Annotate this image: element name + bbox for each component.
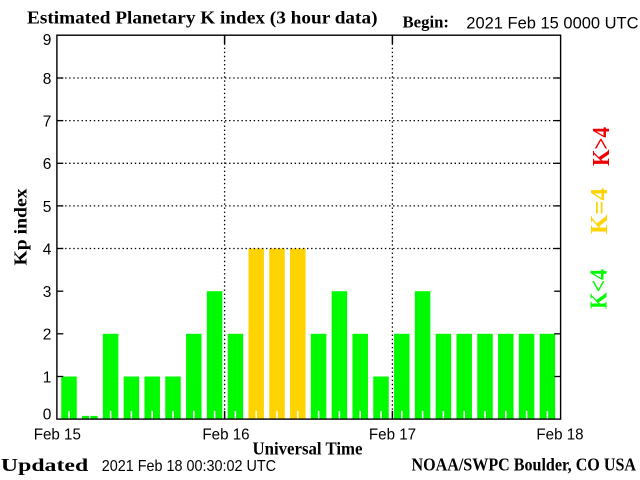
svg-text:Universal Time: Universal Time [253, 439, 363, 459]
svg-text:4: 4 [43, 241, 52, 258]
svg-text:1: 1 [43, 369, 52, 386]
svg-text:0: 0 [43, 406, 52, 423]
svg-text:K<4: K<4 [587, 269, 613, 309]
svg-text:8: 8 [43, 71, 52, 88]
svg-text:7: 7 [43, 114, 52, 131]
svg-text:K=4: K=4 [587, 188, 613, 234]
svg-text:5: 5 [43, 199, 52, 216]
svg-text:Feb 15: Feb 15 [34, 426, 81, 443]
svg-text:2021 Feb 15 0000 UTC: 2021 Feb 15 0000 UTC [466, 14, 638, 33]
svg-text:2: 2 [43, 327, 52, 344]
svg-text:K>4: K>4 [589, 127, 615, 166]
svg-text:9: 9 [43, 32, 52, 49]
svg-text:Feb 17: Feb 17 [369, 426, 416, 443]
svg-text:Estimated Planetary K index (3: Estimated Planetary K index (3 hour data… [27, 8, 377, 29]
svg-text:Updated: Updated [1, 455, 88, 475]
svg-text:Feb 16: Feb 16 [202, 426, 249, 443]
svg-text:Kp index: Kp index [11, 189, 31, 266]
svg-text:6: 6 [43, 156, 52, 173]
svg-text:NOAA/SWPC Boulder, CO USA: NOAA/SWPC Boulder, CO USA [412, 454, 637, 474]
svg-text:3: 3 [43, 284, 52, 301]
svg-text:2021 Feb 18 00:30:02 UTC: 2021 Feb 18 00:30:02 UTC [102, 458, 276, 475]
svg-text:Begin:: Begin: [403, 13, 450, 32]
svg-text:Feb 18: Feb 18 [536, 426, 583, 443]
